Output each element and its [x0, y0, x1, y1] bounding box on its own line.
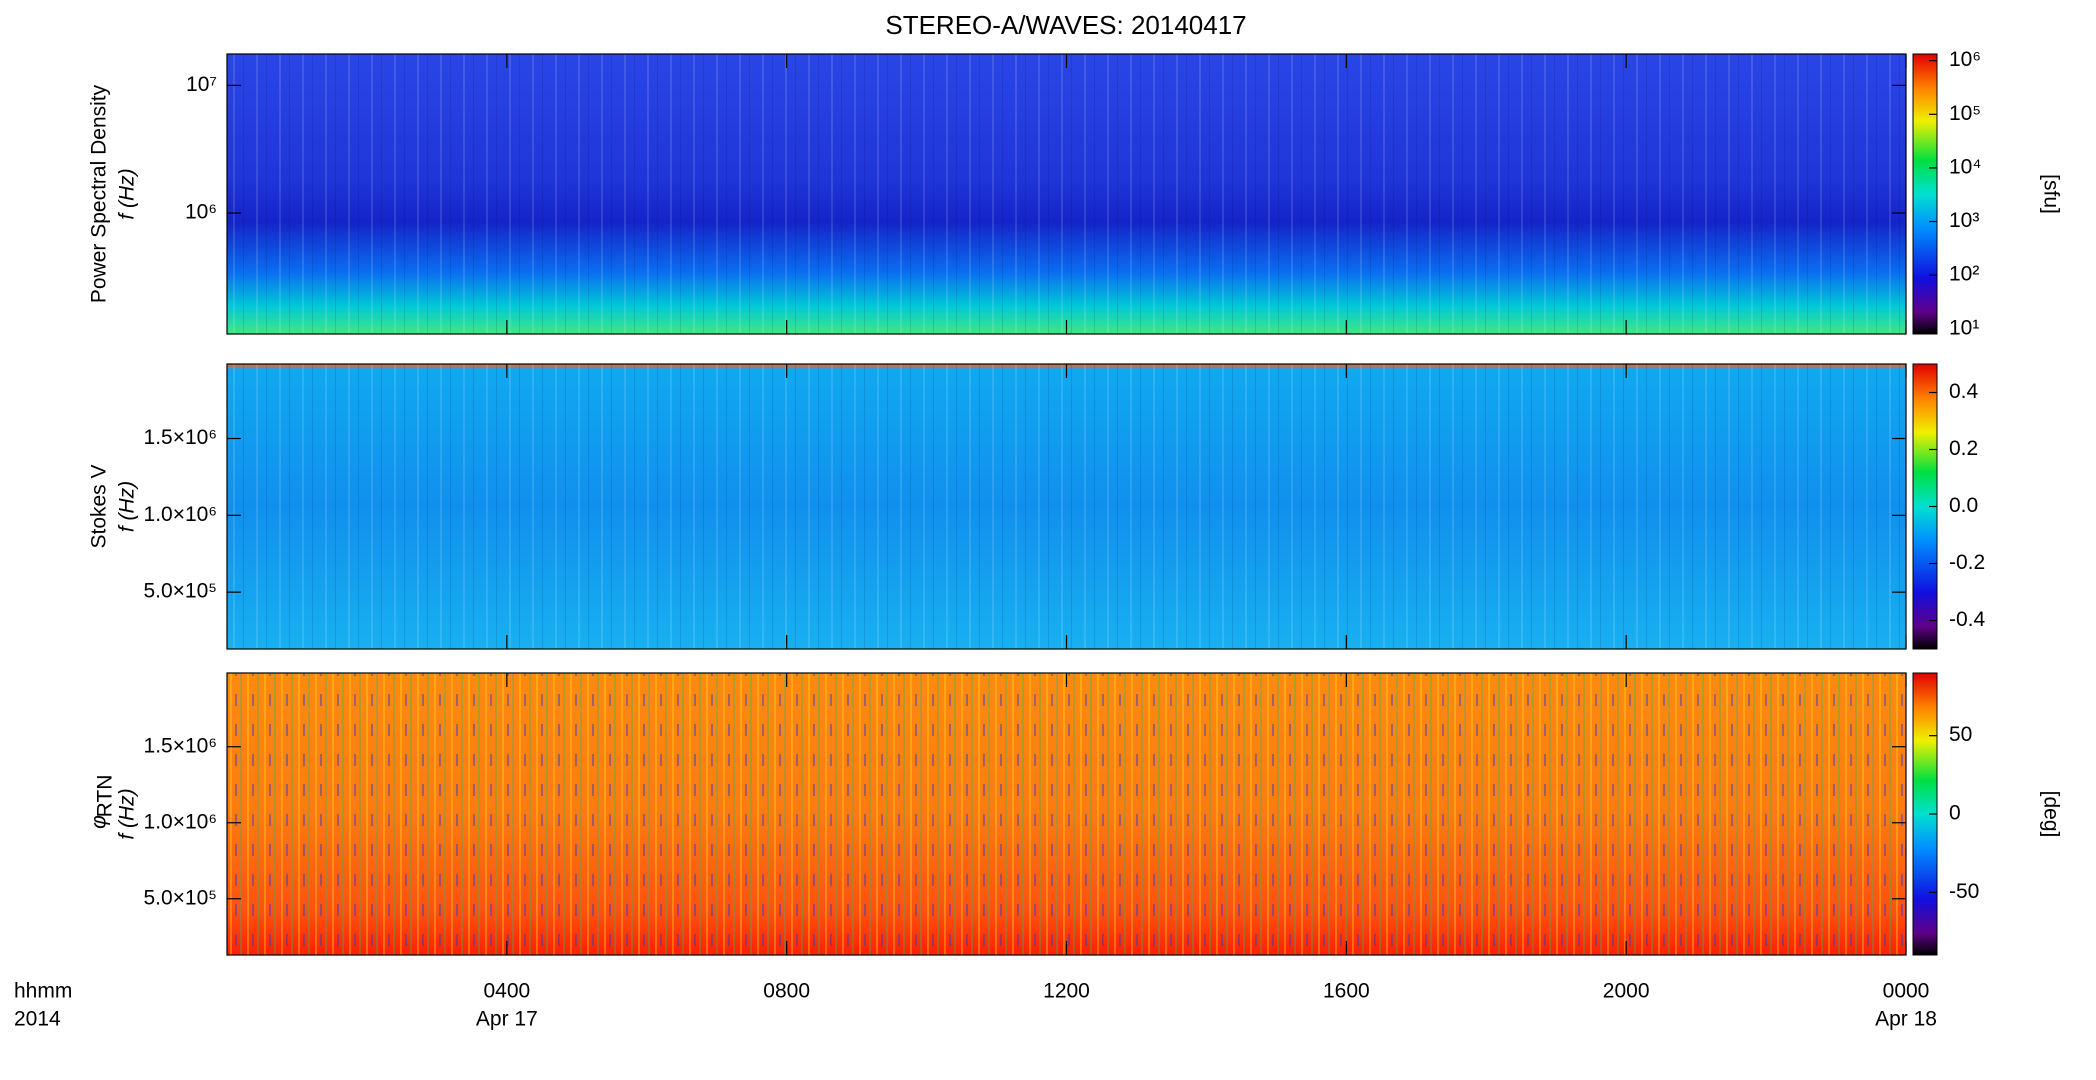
colorbar-tick-label: 10⁵: [1949, 102, 1981, 125]
y-tick-label: 1.5×10⁶: [144, 426, 217, 449]
colorbar-label: [deg]: [2039, 791, 2062, 838]
x-tick-label: 2000: [1603, 980, 1650, 1003]
x-axis-label: hhmm: [14, 980, 72, 1003]
y-axis-label: f (Hz): [116, 788, 139, 839]
colorbar-tick-label: -50: [1949, 880, 1979, 903]
y-axis-label: Power Spectral Density: [88, 84, 111, 303]
y-tick-label: 1.0×10⁶: [144, 810, 217, 833]
spectrogram-texture: [227, 54, 1906, 334]
y-tick-label: 10⁶: [185, 201, 217, 224]
colorbar-tick-label: -0.4: [1949, 608, 1986, 631]
y-axis-label: Stokes V: [88, 464, 111, 548]
colorbar-tick-label: 10⁶: [1949, 48, 1981, 71]
colorbar-tick-label: 0.2: [1949, 437, 1978, 460]
chart-title: STEREO-A/WAVES: 20140417: [885, 10, 1246, 40]
colorbar-label: [sfu]: [2039, 174, 2062, 214]
colorbar-tick-label: -0.2: [1949, 551, 1985, 574]
colorbar-tick-label: 0.4: [1949, 380, 1979, 403]
x-tick-label: 0800: [763, 980, 810, 1003]
colorbar-tick-label: 0.0: [1949, 494, 1978, 517]
colorbar-tick-label: 10¹: [1949, 316, 1979, 339]
y-tick-label: 1.5×10⁶: [144, 734, 217, 757]
colorbar-tick-label: 10⁴: [1949, 155, 1981, 178]
y-axis-label: RTN: [94, 775, 117, 818]
y-axis-label: Power Spectral Density f (Hz): [88, 84, 139, 303]
spectrogram-texture: [227, 364, 1906, 649]
y-tick-label: 10⁷: [186, 73, 217, 96]
x-tick-label: 0400: [483, 980, 530, 1003]
colorbar: [1912, 53, 1938, 335]
y-axis-label: f (Hz): [116, 168, 139, 219]
colorbar-label: [sfu]: [2039, 174, 2062, 214]
x-tick-label: 1200: [1043, 980, 1090, 1003]
x-tick-label: 0000: [1883, 980, 1930, 1003]
y-tick-label: 5.0×10⁵: [143, 580, 217, 603]
colorbar-label: [deg]: [2039, 791, 2062, 838]
x-tick-label: 1600: [1323, 980, 1370, 1003]
x-tick-sublabel: Apr 17: [476, 1008, 538, 1031]
y-tick-label: 1.0×10⁶: [144, 503, 217, 526]
x-tick-sublabel: Apr 18: [1875, 1008, 1937, 1031]
colorbar-tick-label: 10³: [1949, 209, 1979, 232]
colorbar-tick-label: 0: [1949, 802, 1961, 825]
colorbar-tick-label: 10²: [1949, 263, 1979, 286]
colorbar-tick-label: 50: [1949, 723, 1972, 746]
y-axis-label: f (Hz): [116, 481, 139, 532]
y-axis-label: φ: [88, 815, 111, 829]
spectrogram-texture: [227, 673, 1906, 955]
x-axis-label: 2014: [14, 1008, 61, 1031]
y-tick-label: 5.0×10⁵: [143, 886, 217, 909]
